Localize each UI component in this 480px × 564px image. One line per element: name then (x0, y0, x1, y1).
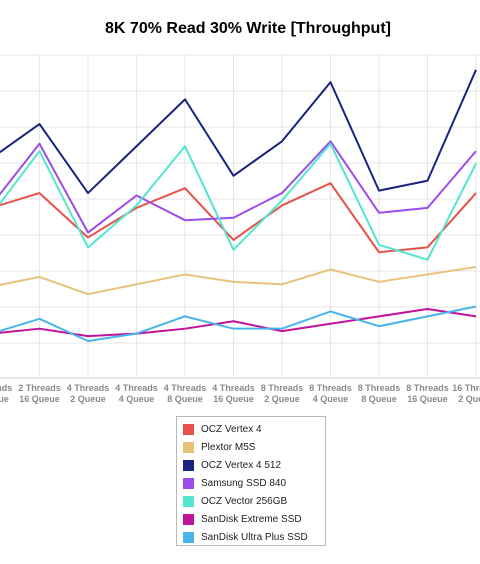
series-lines (0, 69, 477, 343)
legend-swatch (183, 477, 194, 489)
legend-label: Plextor M5S (201, 441, 256, 453)
legend-label: OCZ Vertex 4 512 (201, 459, 282, 471)
legend-item: SanDisk Extreme SSD (183, 511, 323, 527)
legend-item: OCZ Vertex 4 (183, 421, 323, 437)
x-tick-label: 4 Threads 4 Queue (115, 383, 158, 404)
legend-label: OCZ Vertex 4 (201, 423, 262, 435)
legend-item: OCZ Vector 256GB (183, 493, 323, 509)
legend-swatch (183, 513, 194, 525)
legend-swatch (183, 495, 194, 507)
series-line-plextor-m5s (0, 266, 477, 296)
legend-swatch (183, 531, 194, 543)
x-tick-label: 4 Threads 2 Queue (67, 383, 110, 404)
x-tick-label: 2 Threads 16 Queue (18, 383, 61, 404)
x-tick-label: 8 Threads 8 Queue (358, 383, 401, 404)
x-tick-label: 8 Threads 16 Queue (406, 383, 449, 404)
legend-label: SanDisk Ultra Plus SSD (201, 531, 308, 543)
legend-swatch (183, 441, 194, 453)
series-line-ocz-vertex-4-512 (0, 69, 477, 195)
x-tick-label: 4 Threads 16 Queue (212, 383, 255, 404)
x-tick-label: 8 Threads 4 Queue (309, 383, 352, 404)
grid (0, 54, 480, 379)
legend-label: Samsung SSD 840 (201, 477, 287, 489)
series-line-sandisk-extreme-ssd (0, 307, 477, 338)
x-tick-label: 8 Threads 2 Queue (261, 383, 304, 404)
legend-item: Samsung SSD 840 (183, 475, 323, 491)
legend: OCZ Vertex 4 Plextor M5S OCZ Vertex 4 512 S… (176, 416, 326, 546)
legend-swatch (183, 423, 194, 435)
legend-item: OCZ Vertex 4 512 (183, 457, 323, 473)
legend-label: SanDisk Extreme SSD (201, 513, 302, 525)
legend-item: SanDisk Ultra Plus SSD (183, 529, 323, 545)
x-tick-label: 4 Threads 8 Queue (164, 383, 207, 404)
legend-item: Plextor M5S (183, 439, 323, 455)
series-line-ocz-vertex-4 (0, 182, 477, 254)
legend-swatch (183, 459, 194, 471)
series-line-ocz-vector-256gb (0, 142, 477, 261)
series-line-sandisk-ultra-plus-ssd (0, 305, 477, 343)
series-line-samsung-ssd-840 (0, 140, 477, 234)
legend-label: OCZ Vector 256GB (201, 495, 288, 507)
chart-title: 8K 70% Read 30% Write [Throughput] (105, 20, 391, 37)
